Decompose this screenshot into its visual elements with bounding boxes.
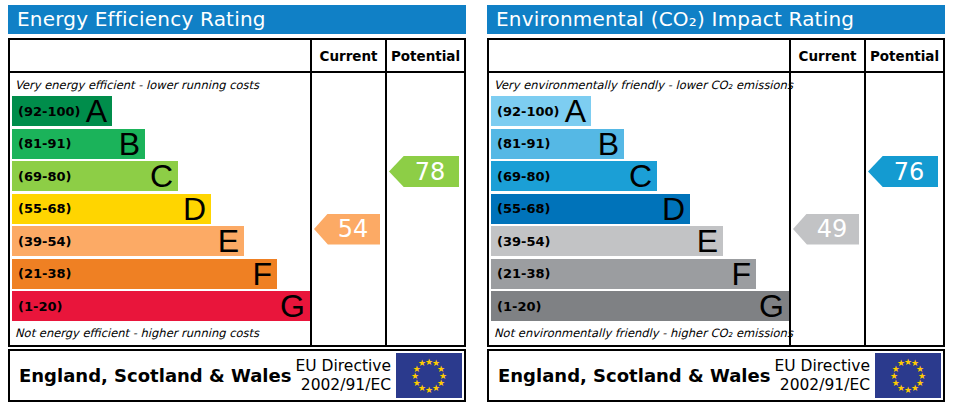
band-letter: F bbox=[252, 260, 277, 288]
band-range-label: (55-68) bbox=[12, 201, 71, 216]
band-range-label: (69-80) bbox=[12, 169, 71, 184]
band-row-a: (92-100) A bbox=[12, 96, 112, 126]
current-column: 54 bbox=[310, 73, 385, 345]
top-caption: Very energy efficient - lower running co… bbox=[12, 75, 310, 96]
band-row-e: (39-54) E bbox=[491, 226, 723, 256]
band-row-f: (21-38) F bbox=[12, 259, 277, 289]
panel-title: Environmental (CO₂) Impact Rating bbox=[487, 5, 945, 34]
potential-column: 78 bbox=[385, 73, 464, 345]
band-letter: B bbox=[598, 130, 624, 158]
band-range-label: (39-54) bbox=[491, 234, 550, 249]
bands-column: Very energy efficient - lower running co… bbox=[10, 73, 310, 345]
current-rating-arrow: 49 bbox=[793, 214, 859, 245]
flag-star: ★ bbox=[911, 383, 919, 392]
band-row-b: (81-91) B bbox=[491, 129, 624, 159]
potential-rating-arrow: 76 bbox=[868, 156, 938, 187]
band-range-label: (92-100) bbox=[12, 104, 81, 119]
top-caption: Very environmentally friendly - lower CO… bbox=[491, 75, 789, 96]
eu-flag-icon: ★★★★★★★★★★★★ bbox=[875, 353, 941, 398]
eu-directive-line2: 2002/91/EC bbox=[775, 376, 871, 395]
band-letter: D bbox=[183, 195, 211, 223]
rating-table: Current Potential Very environmentally f… bbox=[487, 38, 945, 347]
flag-star: ★ bbox=[432, 383, 440, 392]
band-rows: (92-100) A (81-91) B (69-80) C (55-68) D (39-54)… bbox=[491, 96, 789, 324]
band-row-d: (55-68) D bbox=[491, 194, 690, 224]
band-range-label: (1-20) bbox=[491, 299, 541, 314]
flag-star: ★ bbox=[897, 359, 905, 368]
bands-header-spacer bbox=[489, 40, 789, 71]
panel-footer: England, Scotland & Wales EU Directive 2… bbox=[487, 349, 945, 402]
band-letter: D bbox=[662, 195, 690, 223]
current-column-header: Current bbox=[310, 40, 385, 71]
potential-column: 76 bbox=[864, 73, 943, 345]
band-range-label: (69-80) bbox=[491, 169, 550, 184]
band-rows: (92-100) A (81-91) B (69-80) C (55-68) D (39-54)… bbox=[12, 96, 310, 324]
band-letter: E bbox=[218, 227, 244, 255]
flag-star: ★ bbox=[425, 385, 433, 394]
band-range-label: (92-100) bbox=[491, 104, 560, 119]
potential-column-header: Potential bbox=[385, 40, 464, 71]
band-row-f: (21-38) F bbox=[491, 259, 756, 289]
band-row-d: (55-68) D bbox=[12, 194, 211, 224]
bands-header-spacer bbox=[10, 40, 310, 71]
band-row-g: (1-20) G bbox=[491, 291, 789, 321]
panel-footer: England, Scotland & Wales EU Directive 2… bbox=[8, 349, 466, 402]
eu-directive-line1: EU Directive bbox=[296, 357, 392, 376]
band-range-label: (81-91) bbox=[12, 136, 71, 151]
column-header-row: Current Potential bbox=[10, 40, 464, 73]
band-letter: G bbox=[759, 292, 789, 320]
panel-title: Energy Efficiency Rating bbox=[8, 5, 466, 34]
band-range-label: (55-68) bbox=[491, 201, 550, 216]
band-letter: A bbox=[565, 97, 591, 125]
rating-table: Current Potential Very energy efficient … bbox=[8, 38, 466, 347]
band-range-label: (39-54) bbox=[12, 234, 71, 249]
energy-efficiency-panel: Energy Efficiency Rating Current Potenti… bbox=[8, 5, 466, 402]
eu-directive-line2: 2002/91/EC bbox=[296, 376, 392, 395]
band-letter: C bbox=[629, 162, 657, 190]
chart-body: Very environmentally friendly - lower CO… bbox=[489, 73, 943, 345]
eu-directive-label: EU Directive 2002/91/EC bbox=[296, 357, 397, 394]
potential-column-header: Potential bbox=[864, 40, 943, 71]
band-row-a: (92-100) A bbox=[491, 96, 591, 126]
epc-rating-charts: Energy Efficiency Rating Current Potenti… bbox=[0, 0, 957, 404]
bands-column: Very environmentally friendly - lower CO… bbox=[489, 73, 789, 345]
flag-star: ★ bbox=[418, 359, 426, 368]
flag-star: ★ bbox=[904, 385, 912, 394]
band-letter: E bbox=[697, 227, 723, 255]
band-row-g: (1-20) G bbox=[12, 291, 310, 321]
band-row-c: (69-80) C bbox=[12, 161, 178, 191]
band-range-label: (81-91) bbox=[491, 136, 550, 151]
region-label: England, Scotland & Wales bbox=[10, 365, 291, 386]
current-column-header: Current bbox=[789, 40, 864, 71]
bottom-caption: Not environmentally friendly - higher CO… bbox=[491, 326, 789, 342]
current-column: 49 bbox=[789, 73, 864, 345]
eu-directive-line1: EU Directive bbox=[775, 357, 871, 376]
environmental-impact-panel: Environmental (CO₂) Impact Rating Curren… bbox=[487, 5, 945, 402]
band-row-b: (81-91) B bbox=[12, 129, 145, 159]
band-range-label: (21-38) bbox=[491, 266, 550, 281]
bottom-caption: Not energy efficient - higher running co… bbox=[12, 326, 310, 342]
band-letter: C bbox=[150, 162, 178, 190]
column-header-row: Current Potential bbox=[489, 40, 943, 73]
region-label: England, Scotland & Wales bbox=[489, 365, 770, 386]
eu-flag-icon: ★★★★★★★★★★★★ bbox=[396, 353, 462, 398]
band-range-label: (1-20) bbox=[12, 299, 62, 314]
potential-rating-arrow: 78 bbox=[389, 156, 459, 187]
current-rating-arrow: 54 bbox=[314, 214, 380, 245]
band-range-label: (21-38) bbox=[12, 266, 71, 281]
eu-directive-label: EU Directive 2002/91/EC bbox=[775, 357, 876, 394]
band-letter: B bbox=[119, 130, 145, 158]
band-letter: A bbox=[86, 97, 112, 125]
chart-body: Very energy efficient - lower running co… bbox=[10, 73, 464, 345]
band-letter: G bbox=[280, 292, 310, 320]
band-row-e: (39-54) E bbox=[12, 226, 244, 256]
band-row-c: (69-80) C bbox=[491, 161, 657, 191]
band-letter: F bbox=[731, 260, 756, 288]
